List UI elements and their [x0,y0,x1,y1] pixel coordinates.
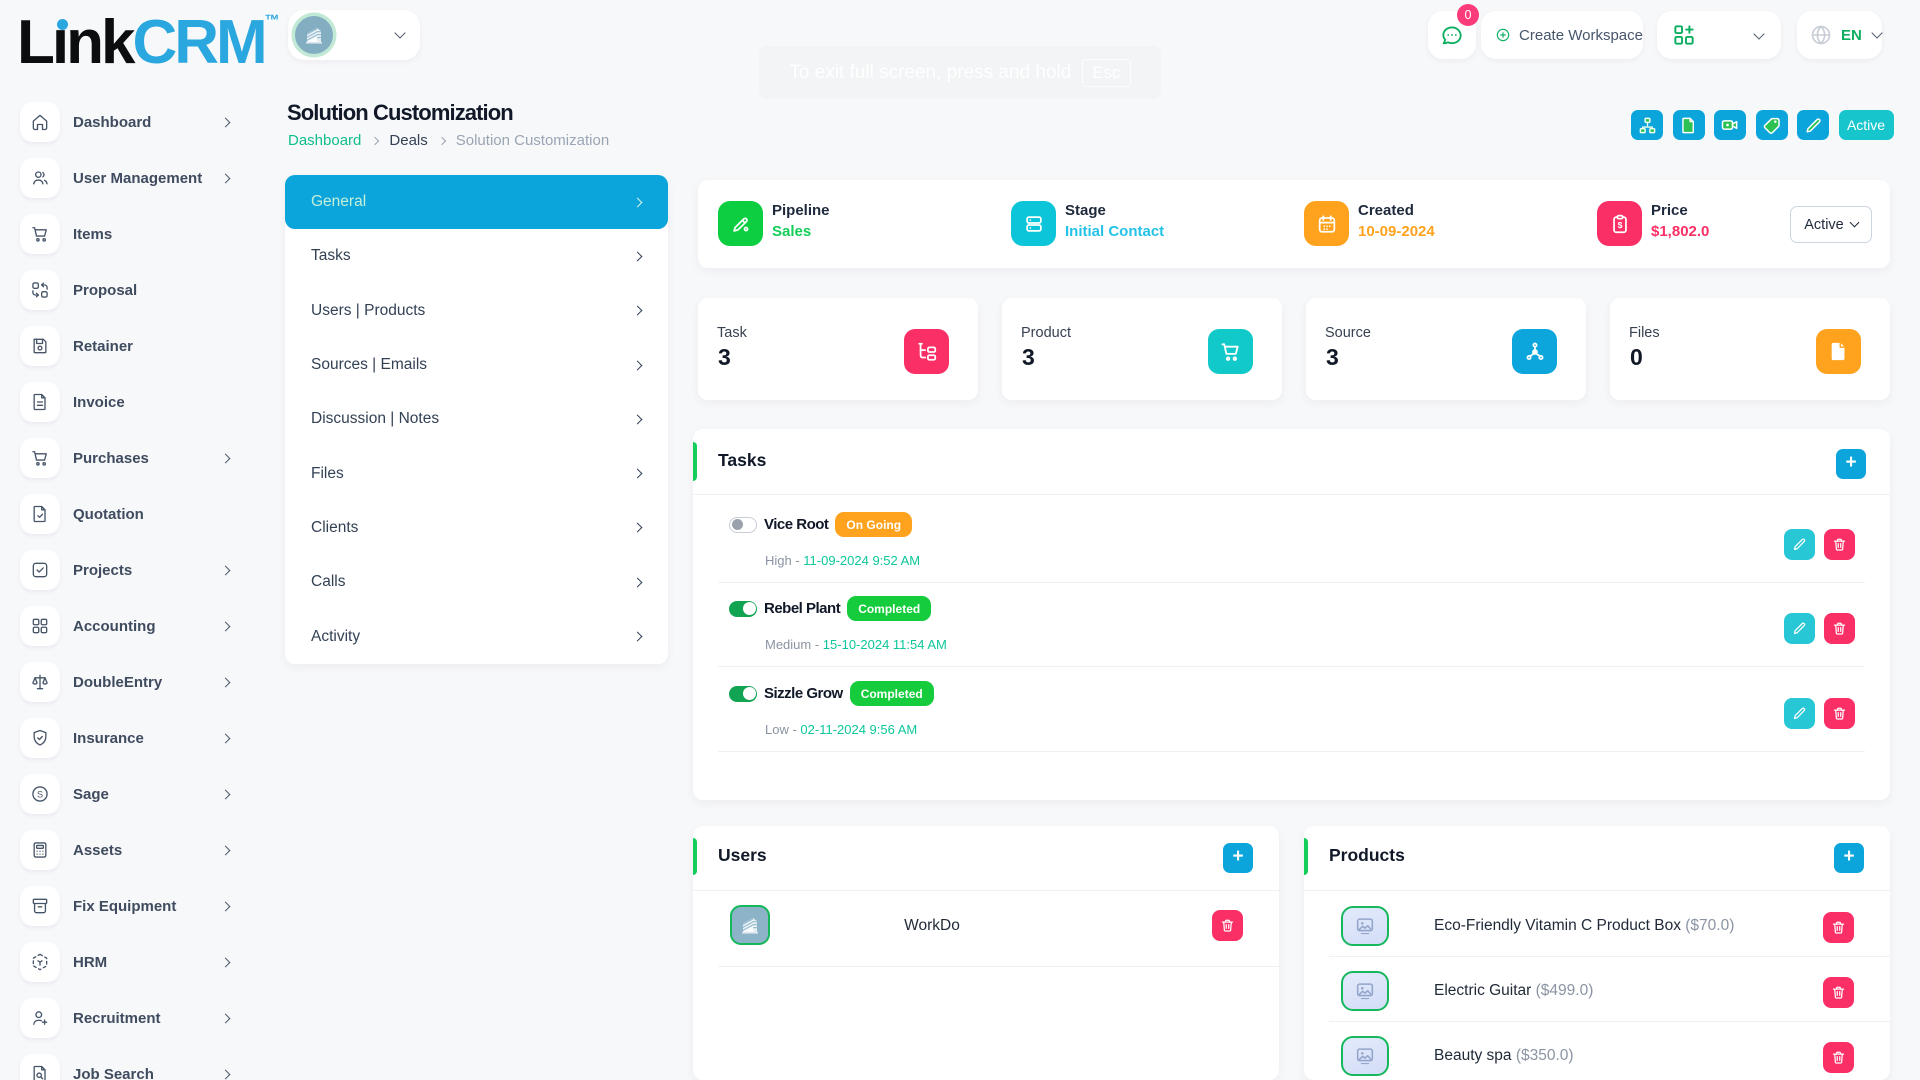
svg-text:S: S [37,789,43,799]
svg-text:$: $ [1617,220,1622,230]
